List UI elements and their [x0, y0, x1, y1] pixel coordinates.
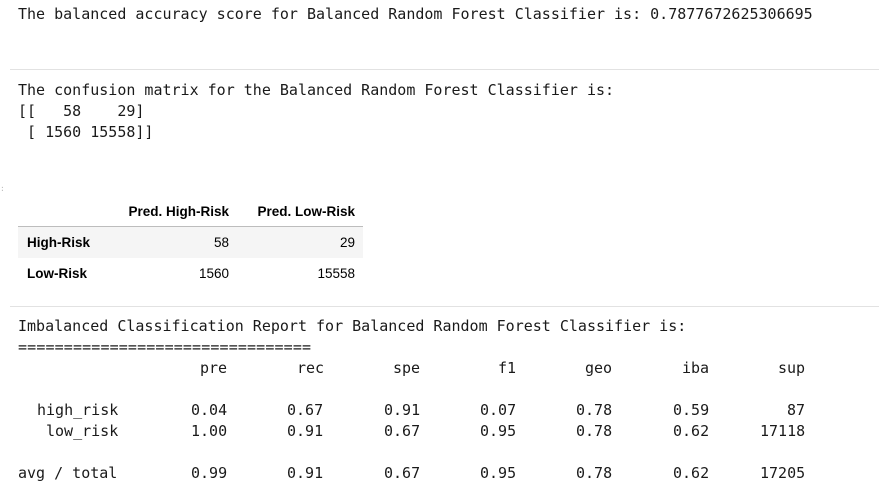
- row-index: High-Risk: [27, 235, 91, 250]
- report-value: 87: [787, 401, 806, 419]
- table-cell: 58: [213, 235, 229, 250]
- report-total-label: avg / total: [18, 464, 118, 482]
- report-value: 0.78: [576, 422, 613, 440]
- report-value: 0.99: [191, 464, 228, 482]
- report-value: 0.59: [673, 401, 710, 419]
- report-value: 0.62: [673, 464, 710, 482]
- report-value: 0.07: [480, 401, 517, 419]
- report-header-iba: iba: [682, 359, 710, 377]
- report-value: 0.95: [480, 464, 517, 482]
- report-value: 17205: [760, 464, 806, 482]
- report-row-label: low_risk: [46, 422, 119, 440]
- report-value: 0.04: [191, 401, 228, 419]
- accuracy-output: The balanced accuracy score for Balanced…: [18, 5, 813, 23]
- report-value: 0.62: [673, 422, 710, 440]
- dataframe-corner-header: [18, 196, 115, 227]
- report-header-rec: rec: [297, 359, 325, 377]
- report-value: 0.78: [576, 464, 613, 482]
- report-value: 0.95: [480, 422, 517, 440]
- report-value: 0.67: [287, 401, 324, 419]
- report-value: 0.67: [384, 464, 421, 482]
- table-cell: 15558: [317, 266, 355, 281]
- report-header-geo: geo: [585, 359, 613, 377]
- report-title: Imbalanced Classification Report for Bal…: [18, 317, 687, 335]
- report-value: 0.91: [287, 464, 324, 482]
- table-cell: 1560: [198, 266, 229, 281]
- table-row: Low-Risk 1560 15558: [18, 258, 363, 289]
- report-row-label: high_risk: [37, 401, 119, 419]
- report-value: 0.91: [287, 422, 324, 440]
- report-header-spe: spe: [393, 359, 421, 377]
- confusion-matrix-dataframe: Pred. High-Risk Pred. Low-Risk High-Risk…: [18, 196, 363, 289]
- report-header-sup: sup: [778, 359, 806, 377]
- scroll-marker: :: [0, 184, 5, 193]
- report-header-f1: f1: [498, 359, 517, 377]
- report-value: 0.78: [576, 401, 613, 419]
- report-value: 0.67: [384, 422, 421, 440]
- table-row: High-Risk 58 29: [18, 226, 363, 258]
- confusion-matrix-title: The confusion matrix for the Balanced Ra…: [18, 81, 615, 99]
- report-value: 1.00: [191, 422, 228, 440]
- confusion-matrix-row-1: [[ 58 29]: [18, 102, 145, 120]
- confusion-matrix-row-2: [ 1560 15558]]: [18, 123, 154, 141]
- cell-divider: [10, 306, 879, 307]
- cell-divider: [10, 69, 879, 70]
- column-header: Pred. Low-Risk: [237, 196, 363, 227]
- report-underline: ================================: [18, 338, 312, 356]
- report-value: 17118: [760, 422, 806, 440]
- report-header-pre: pre: [200, 359, 228, 377]
- column-header: Pred. High-Risk: [115, 196, 237, 227]
- report-value: 0.91: [384, 401, 421, 419]
- row-index: Low-Risk: [27, 266, 88, 281]
- table-cell: 29: [339, 235, 355, 250]
